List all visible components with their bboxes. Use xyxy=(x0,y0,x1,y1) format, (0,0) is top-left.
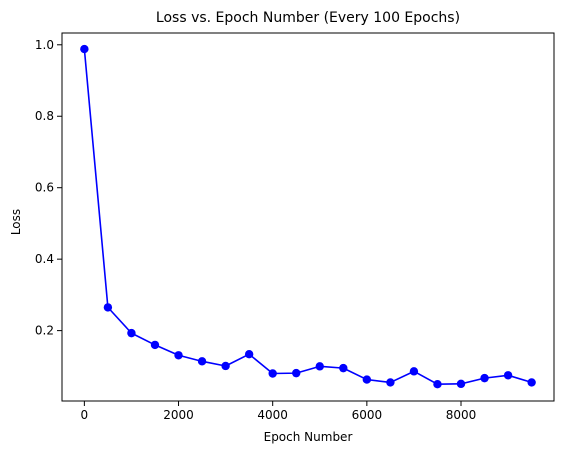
loss-point xyxy=(433,380,442,389)
loss-point xyxy=(527,378,536,387)
chart-title: Loss vs. Epoch Number (Every 100 Epochs) xyxy=(156,10,460,26)
loss-point xyxy=(315,362,324,371)
x-tick-label: 4000 xyxy=(257,408,288,422)
loss-point xyxy=(409,367,419,376)
plot-frame xyxy=(61,32,555,402)
y-tick-label: 1.0 xyxy=(35,38,54,52)
plot-area: 0 2000 4000 6000 8000 0.2 0.4 0.6 0.8 1.0 xyxy=(35,32,555,422)
loss-point xyxy=(174,351,183,360)
loss-point xyxy=(197,357,207,366)
loss-point xyxy=(292,368,301,378)
y-axis-label: Loss xyxy=(9,209,23,235)
loss-point xyxy=(80,44,89,54)
x-axis-label: Epoch Number xyxy=(264,430,353,444)
loss-point xyxy=(221,361,230,371)
loss-series-line xyxy=(83,48,533,386)
loss-point xyxy=(127,328,136,338)
loss-point xyxy=(103,303,113,312)
loss-point xyxy=(456,379,466,389)
x-tick-label: 0 xyxy=(81,408,89,422)
y-tick-label: 0.2 xyxy=(35,324,54,338)
loss-point xyxy=(503,371,513,380)
loss-point xyxy=(386,378,395,387)
x-tick-label: 2000 xyxy=(163,408,194,422)
y-tick-label: 0.8 xyxy=(35,109,54,123)
x-tick-label: 8000 xyxy=(446,408,477,422)
y-tick-label: 0.6 xyxy=(35,181,54,195)
loss-point xyxy=(339,363,348,373)
loss-point xyxy=(480,373,489,383)
loss-point xyxy=(362,375,372,384)
loss-point xyxy=(244,349,254,359)
loss-point xyxy=(150,340,160,350)
x-tick-label: 6000 xyxy=(352,408,383,422)
y-tick-label: 0.4 xyxy=(35,252,54,266)
loss-point xyxy=(268,369,277,378)
